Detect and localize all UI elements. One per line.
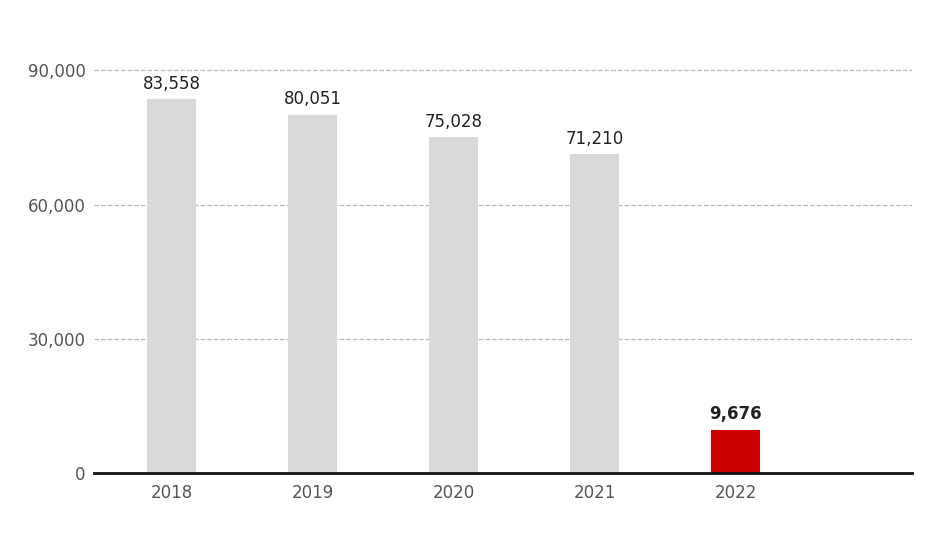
- Bar: [147, 99, 196, 473]
- Text: 83,558: 83,558: [143, 75, 200, 92]
- Text: 75,028: 75,028: [425, 113, 482, 131]
- Bar: [711, 430, 760, 473]
- Text: 80,051: 80,051: [284, 90, 341, 108]
- Text: 71,210: 71,210: [566, 130, 623, 148]
- Text: 9,676: 9,676: [710, 405, 761, 423]
- Bar: [288, 115, 337, 473]
- Bar: [429, 138, 478, 473]
- Bar: [570, 154, 619, 473]
